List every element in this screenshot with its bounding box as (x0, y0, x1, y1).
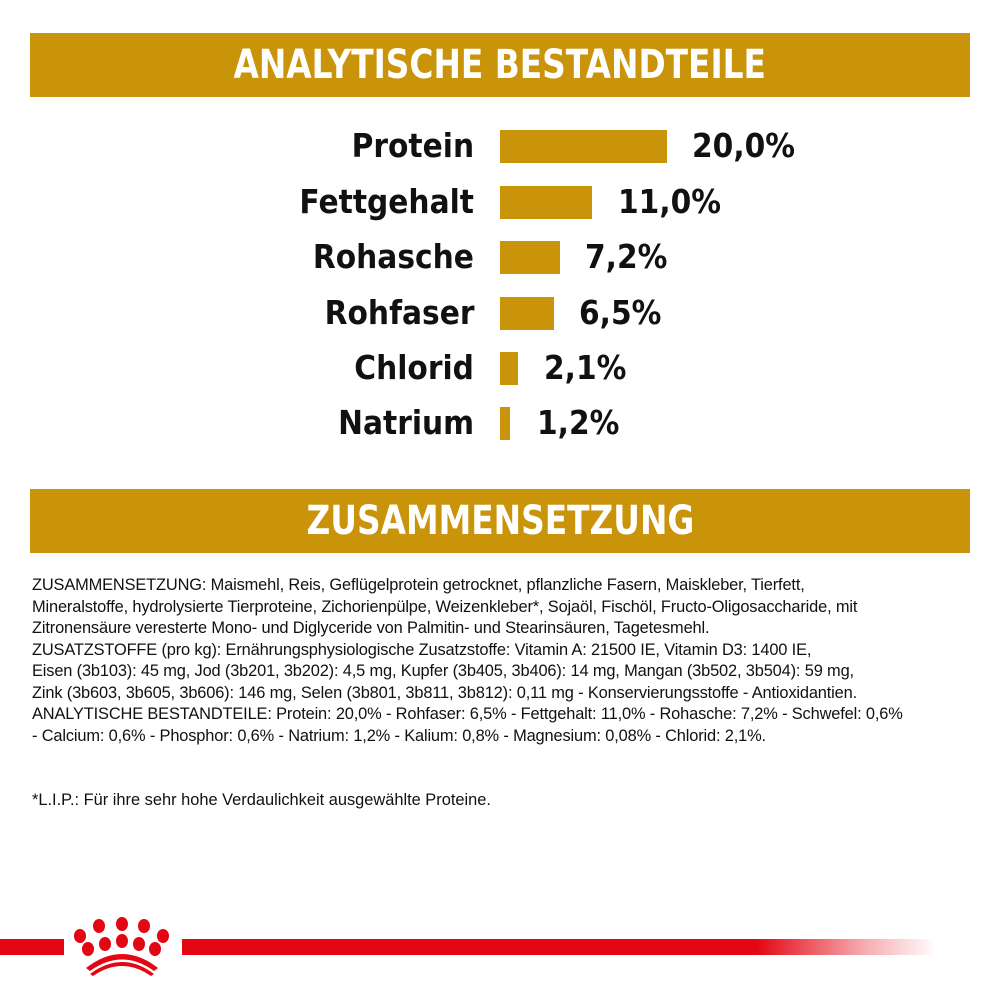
bar-protein (500, 130, 667, 163)
lip-footnote: *L.I.P.: Für ihre sehr hohe Verdaulichke… (32, 791, 491, 809)
row-value: 6,5% (579, 293, 662, 332)
analytics-title: ANALYTISCHE BESTANDTEILE (233, 42, 767, 88)
additives-line: Eisen (3b103): 45 mg, Jod (3b201, 3b202)… (32, 662, 854, 680)
composition-line: Mineralstoffe, hydrolysierte Tierprotein… (32, 597, 858, 616)
chart-row-rohfaser: Rohfaser 6,5% (0, 293, 1000, 332)
bar-chlorid (500, 352, 518, 385)
bar-rohasche (500, 241, 560, 274)
chart-row-protein: Protein 20,0% (0, 126, 1000, 165)
row-label: Rohfaser (324, 293, 474, 332)
bar-natrium (500, 407, 510, 440)
chart-row-fettgehalt: Fettgehalt 11,0% (0, 182, 1000, 221)
royal-canin-crown-icon (74, 917, 169, 976)
analytics-header-band: ANALYTISCHE BESTANDTEILE (30, 33, 970, 97)
analytics-line: - Calcium: 0,6% - Phosphor: 0,6% - Natri… (32, 726, 766, 745)
composition-line: ZUSAMMENSETZUNG: Maismehl, Reis, Geflüge… (32, 576, 805, 594)
analytics-line: ANALYTISCHE BESTANDTEILE: Protein: 20,0%… (32, 705, 903, 723)
row-value: 7,2% (585, 237, 668, 276)
chart-row-rohasche: Rohasche 7,2% (0, 237, 1000, 276)
row-value: 2,1% (544, 348, 627, 387)
composition-line: Zitronensäure veresterte Mono- und Digly… (32, 619, 710, 637)
composition-title: ZUSAMMENSETZUNG (306, 498, 694, 544)
bar-rohfaser (500, 297, 554, 330)
row-value: 11,0% (618, 182, 722, 221)
composition-text: ZUSAMMENSETZUNG: Maismehl, Reis, Geflüge… (32, 575, 972, 747)
chart-row-chlorid: Chlorid 2,1% (0, 348, 1000, 387)
additives-line: Zink (3b603, 3b605, 3b606): 146 mg, Sele… (32, 683, 857, 702)
row-value: 1,2% (537, 403, 620, 442)
composition-header-band: ZUSAMMENSETZUNG (30, 489, 970, 553)
row-label: Natrium (337, 403, 474, 442)
row-label: Chlorid (354, 348, 474, 387)
row-label: Rohasche (312, 237, 474, 276)
row-value: 20,0% (692, 126, 796, 165)
chart-row-natrium: Natrium 1,2% (0, 403, 1000, 442)
footer-red-line-left (0, 939, 64, 955)
additives-line: ZUSATZSTOFFE (pro kg): Ernährungsphysiol… (32, 640, 812, 659)
footer-red-line-right (182, 939, 937, 955)
bar-fettgehalt (500, 186, 592, 219)
row-label: Fettgehalt (299, 182, 474, 221)
row-label: Protein (351, 126, 474, 165)
